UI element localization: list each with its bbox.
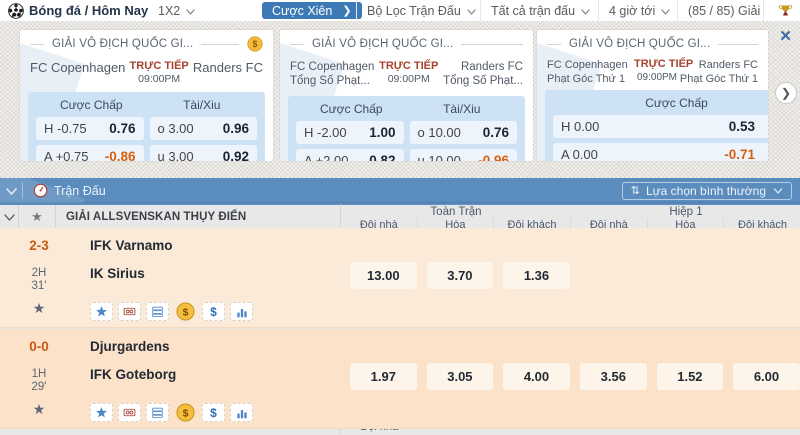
svg-text:$: $ xyxy=(252,39,257,49)
svg-text:$: $ xyxy=(183,408,189,419)
svg-text:$: $ xyxy=(183,307,189,318)
